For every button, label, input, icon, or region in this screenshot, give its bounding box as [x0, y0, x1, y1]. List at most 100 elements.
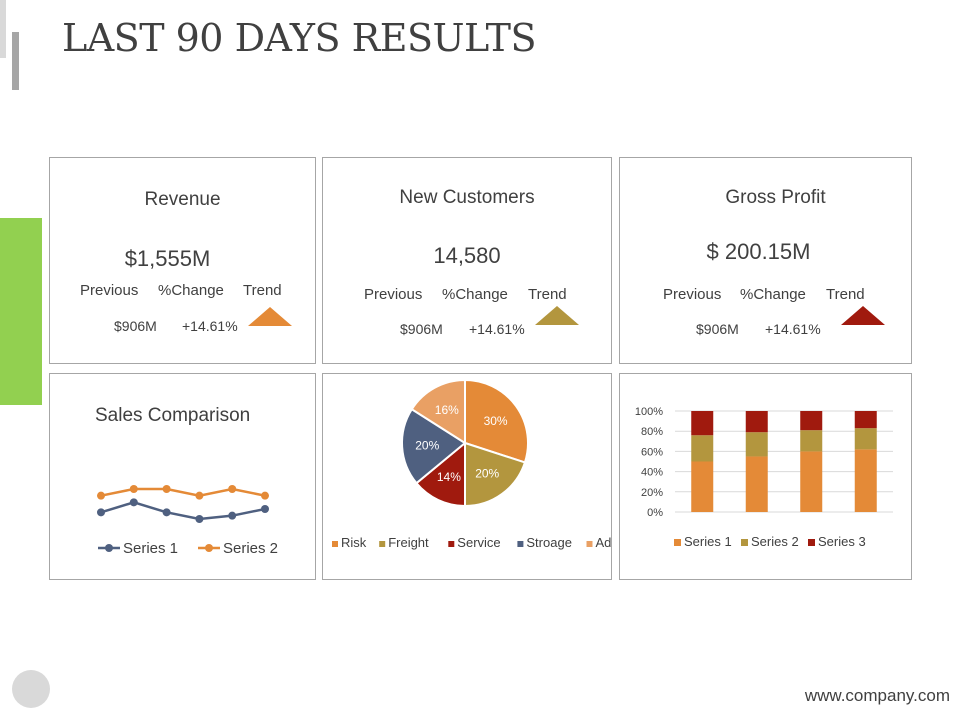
bar-segment-series-3	[854, 411, 877, 429]
trend-label: Trend	[243, 282, 282, 299]
legend-swatch-icon	[586, 541, 593, 547]
pie-slice-freight	[464, 441, 527, 508]
pie-slice-service	[415, 440, 466, 508]
y-tick-label: 40%	[641, 467, 663, 479]
legend-marker-icon	[205, 544, 213, 552]
legend-swatch-icon	[741, 539, 748, 546]
bar-segment-series-3	[691, 411, 714, 436]
bar-segment-series-1	[854, 449, 877, 512]
sales-comparison-card: Sales Comparison Series 1 Series 2	[49, 373, 316, 580]
series-2-point	[129, 485, 138, 493]
previous-label: Previous	[80, 282, 139, 299]
pie-data-label: 20%	[415, 438, 439, 452]
pie-data-label: 14%	[437, 470, 461, 484]
pie-slice-risk	[464, 378, 529, 464]
pie-chart: 30% 20% 14% 20% 16% Risk Freight Service Stroage…	[332, 378, 612, 550]
legend-swatch-icon	[808, 539, 815, 546]
legend-label: Series 3	[818, 534, 866, 549]
y-tick-label: 60%	[641, 446, 663, 458]
accent-bar-dark	[12, 32, 19, 90]
legend-label: Risk	[341, 535, 367, 550]
line-chart: Series 1 Series 2	[97, 485, 278, 557]
legend-swatch-icon	[332, 541, 338, 547]
kpi-card-gross-profit: Gross Profit $ 200.15M Previous %Change …	[619, 157, 912, 364]
trend-up-icon	[535, 306, 579, 325]
pie-slice-stroage	[401, 407, 467, 485]
series-2-point	[97, 491, 105, 500]
previous-value: $906M	[400, 321, 443, 337]
series-line-1	[100, 501, 266, 521]
pie-slice-admin	[410, 378, 466, 445]
legend-label: Series 1	[123, 540, 178, 557]
y-tick-label: 100%	[635, 406, 663, 418]
series-line-2	[100, 487, 266, 497]
series-1-point	[261, 505, 269, 513]
legend-label: Series 2	[223, 540, 278, 557]
change-value: +14.61%	[765, 321, 821, 337]
legend-swatch-icon	[379, 541, 386, 547]
bar-segment-series-2	[854, 428, 877, 450]
change-label: %Change	[158, 282, 224, 299]
page-title: LAST 90 DAYS RESULTS	[62, 16, 537, 60]
footer-url: www.company.com	[804, 686, 950, 705]
stacked-bar-card: 0% 20% 40% 60% 80% 100% Series 1 Series 2 Series…	[619, 373, 912, 580]
accent-bar-light	[0, 0, 6, 58]
pie-data-label: 16%	[435, 403, 459, 417]
kpi-card-revenue: Revenue $1,555M Previous %Change Trend $…	[49, 157, 316, 364]
bar-segment-series-3	[745, 411, 768, 433]
trend-up-icon	[841, 306, 885, 325]
series-2-point	[195, 491, 204, 500]
legend-label: Admin	[596, 535, 612, 550]
legend-label: Series 1	[684, 534, 732, 549]
bar-segment-series-1	[800, 451, 823, 512]
change-value: +14.61%	[469, 321, 525, 337]
previous-label: Previous	[364, 286, 423, 303]
series-2-point	[261, 491, 269, 500]
kpi-title: New Customers	[399, 187, 535, 208]
bar-segment-series-2	[745, 432, 768, 457]
legend-swatch-icon	[674, 539, 681, 546]
series-1-point	[228, 511, 237, 520]
pie-data-label: 20%	[475, 467, 499, 481]
bar-segment-series-1	[691, 461, 714, 512]
legend-label: Series 2	[751, 534, 799, 549]
series-1-point	[162, 508, 171, 517]
legend-swatch-icon	[448, 541, 455, 547]
change-label: %Change	[740, 286, 806, 303]
stacked-bar-chart: 0% 20% 40% 60% 80% 100% Series 1 Series 2 Series…	[635, 406, 893, 549]
trend-up-icon	[248, 307, 292, 326]
y-tick-label: 20%	[641, 487, 663, 499]
previous-value: $906M	[114, 318, 157, 334]
bar-segment-series-1	[745, 456, 768, 512]
kpi-card-new-customers: New Customers 14,580 Previous %Change Tr…	[322, 157, 612, 364]
legend-label: Service	[457, 535, 500, 550]
bar-segment-series-3	[800, 411, 823, 431]
pie-chart-card: 30% 20% 14% 20% 16% Risk Freight Service Stroage…	[322, 373, 612, 580]
legend-marker-icon	[105, 544, 113, 552]
green-accent-bar	[0, 218, 42, 405]
series-1-point	[97, 508, 105, 517]
chart-title: Sales Comparison	[95, 405, 251, 426]
change-label: %Change	[442, 286, 508, 303]
series-2-point	[162, 485, 171, 493]
y-tick-label: 0%	[647, 507, 663, 519]
legend-swatch-icon	[517, 541, 524, 547]
bar-segment-series-2	[800, 430, 823, 452]
kpi-value: 14,580	[433, 243, 501, 268]
trend-label: Trend	[826, 286, 865, 303]
series-1-point	[129, 498, 138, 507]
legend-label: Stroage	[526, 535, 572, 550]
decorative-circle	[12, 670, 50, 708]
pie-data-label: 30%	[484, 414, 508, 428]
y-tick-label: 80%	[641, 426, 663, 438]
kpi-value: $1,555M	[124, 246, 211, 271]
series-1-point	[195, 515, 204, 523]
change-value: +14.61%	[182, 318, 238, 334]
previous-label: Previous	[663, 286, 722, 303]
kpi-value: $ 200.15M	[706, 239, 811, 264]
trend-label: Trend	[528, 286, 567, 303]
kpi-title: Revenue	[144, 189, 221, 210]
kpi-title: Gross Profit	[725, 187, 826, 208]
legend-label: Freight	[388, 535, 429, 550]
bar-segment-series-2	[691, 435, 714, 462]
